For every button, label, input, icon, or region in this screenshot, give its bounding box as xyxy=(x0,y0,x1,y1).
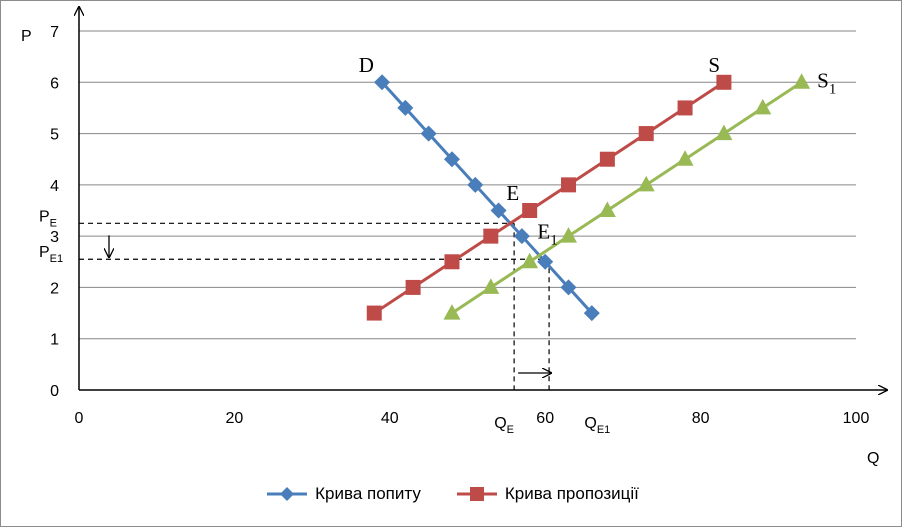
y-tick-label: 5 xyxy=(50,127,59,144)
quantity-label-qe: QE xyxy=(494,415,514,436)
data-point-demand xyxy=(443,151,460,168)
y-tick-label: 6 xyxy=(50,75,59,92)
x-tick-label: 80 xyxy=(692,410,710,427)
data-point-supply-shifted xyxy=(793,73,811,89)
data-point-supply-shifted xyxy=(715,124,733,141)
data-point-demand xyxy=(537,253,554,270)
series-line-demand xyxy=(380,81,593,315)
data-point-supply xyxy=(405,279,421,295)
data-point-demand xyxy=(490,202,507,219)
y-tick-label: 1 xyxy=(50,332,59,349)
data-point-supply-shifted xyxy=(560,227,578,243)
data-point-supply xyxy=(444,254,460,270)
data-point-supply-shifted xyxy=(676,150,694,166)
x-tick-label: 40 xyxy=(381,410,399,427)
point-label-e1: E1 xyxy=(537,220,557,249)
data-point-supply xyxy=(366,305,382,321)
x-tick-label: 0 xyxy=(75,410,84,427)
curve-label-demand: D xyxy=(359,53,374,77)
data-point-supply xyxy=(561,177,577,193)
equilibrium-guides xyxy=(79,222,550,390)
legend-label-supply: Крива пропозиції xyxy=(504,484,639,503)
x-tick-label: 20 xyxy=(226,410,244,427)
data-point-demand xyxy=(397,99,414,116)
legend-item-supply: Крива пропозиції xyxy=(455,484,639,504)
data-point-demand xyxy=(420,125,437,142)
series-line-supply-shifted xyxy=(451,81,803,315)
x-tick-label: 60 xyxy=(536,410,554,427)
data-point-supply-shifted xyxy=(521,252,539,269)
curve-label-supply-shifted: S1 xyxy=(817,68,836,97)
y-tick-label: 7 xyxy=(50,24,59,41)
axes: P Q xyxy=(21,7,887,467)
point-label-e: E xyxy=(506,181,519,205)
data-point-supply-shifted xyxy=(482,278,500,294)
y-tick-label: 3 xyxy=(50,229,59,246)
grid-lines xyxy=(79,30,856,340)
data-point-supply xyxy=(638,126,654,142)
legend-label-demand: Крива попиту xyxy=(315,484,421,503)
series-line-supply xyxy=(373,81,725,315)
data-point-supply xyxy=(522,203,538,218)
price-label-pe1: PE1 xyxy=(39,244,63,265)
data-point-supply xyxy=(716,74,732,90)
series xyxy=(366,73,811,322)
legend-swatch-demand xyxy=(267,487,308,501)
legend: Крива попиту Крива пропозиції xyxy=(1,479,902,509)
quantity-label-qe1: QE1 xyxy=(584,415,610,436)
data-point-supply xyxy=(677,100,693,116)
data-point-supply-shifted xyxy=(754,98,772,115)
data-point-supply xyxy=(483,228,499,244)
data-point-supply-shifted xyxy=(598,201,616,217)
data-point-supply-shifted xyxy=(443,304,461,320)
y-tick-label: 4 xyxy=(50,178,59,195)
data-point-demand xyxy=(467,176,484,193)
data-point-demand xyxy=(513,228,530,245)
y-tick-label: 0 xyxy=(50,383,59,400)
x-axis-label: Q xyxy=(867,450,879,467)
data-point-demand xyxy=(374,74,391,91)
legend-item-demand: Крива попиту xyxy=(265,484,421,504)
y-axis-label: P xyxy=(21,28,32,45)
data-point-supply xyxy=(599,151,615,167)
price-label-pe: PE xyxy=(39,208,57,229)
legend-swatch-supply xyxy=(456,487,497,501)
y-tick-label: 2 xyxy=(50,280,59,297)
data-point-demand xyxy=(560,279,577,296)
x-tick-label: 100 xyxy=(843,410,870,427)
curve-label-supply: S xyxy=(708,53,720,77)
data-point-supply-shifted xyxy=(637,175,655,192)
data-point-demand xyxy=(583,305,600,322)
chart-canvas: P Q 0 1 2 3 4 5 6 7 0 20 40 60 80 100 D S S1 E E1 PE PE1 QE Q… xyxy=(21,1,901,467)
annotations: D S S1 E E1 PE PE1 QE QE1 xyxy=(39,53,836,436)
tick-labels: 0 1 2 3 4 5 6 7 0 20 40 60 80 100 xyxy=(50,24,869,427)
